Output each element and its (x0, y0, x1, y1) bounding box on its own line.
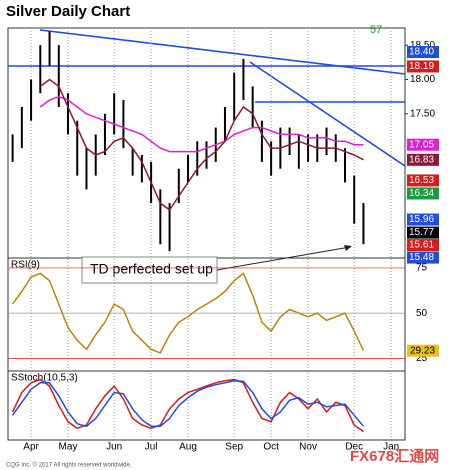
arrow-head (344, 245, 352, 251)
stoch-line (11, 378, 364, 433)
price-level-box (407, 251, 439, 264)
value-label: 29.23 (410, 345, 435, 356)
price-level-label: 16.53 (409, 175, 434, 186)
price-level-label: 15.48 (409, 252, 434, 263)
y-tick-label: 50 (416, 308, 428, 319)
annotation-arrow (216, 246, 351, 271)
price-level-label: 18.19 (409, 61, 434, 72)
watermark: FX678汇通网 (350, 448, 439, 465)
x-tick-label: Apr (23, 442, 39, 453)
x-tick-label: Sep (225, 442, 243, 453)
price-level-box (407, 60, 439, 73)
chart-title: Silver Daily Chart (6, 3, 130, 20)
panel-title: RSI(9) (11, 260, 40, 271)
x-tick-label: Jul (145, 442, 158, 453)
x-tick-label: Jun (106, 442, 122, 453)
plot-frame (7, 27, 406, 441)
trendlines (8, 29, 406, 167)
moving-average (39, 78, 364, 211)
rsi-line (11, 272, 365, 354)
price-level-box (407, 239, 439, 252)
value-box (407, 344, 439, 357)
price-level-label: 15.61 (409, 240, 434, 251)
price-level-box (407, 174, 439, 187)
footer: CQG Inc. © 2017 All rights reserved worl… (6, 462, 132, 469)
price-level-label: 15.77 (409, 227, 434, 238)
y-tick-label: 17.50 (410, 108, 435, 119)
price-level-box (407, 187, 439, 200)
annotation-box (81, 256, 218, 284)
price-level-box (407, 138, 439, 151)
price-level-label: 15.96 (409, 214, 434, 225)
price-level-box (407, 226, 439, 239)
x-tick-label: Dec (345, 442, 363, 453)
moving-average (39, 95, 364, 153)
y-tick-label: 18.00 (410, 74, 435, 85)
y-tick-label: 75 (416, 263, 428, 274)
y-tick-label: 18.50 (410, 40, 435, 51)
x-tick-label: May (59, 442, 78, 453)
price-level-box (407, 153, 439, 166)
x-tick-label: Nov (299, 442, 317, 453)
price-level-box (407, 213, 439, 226)
panel-title: SStoch(10,5,3) (11, 373, 78, 384)
stoch-line (11, 380, 365, 428)
price-level-label: 18.40 (409, 47, 434, 58)
price-level-box (407, 46, 439, 59)
price-level-label: 16.83 (409, 154, 434, 165)
x-tick-label: Oct (263, 442, 279, 453)
x-tick-label: Jan (383, 442, 399, 453)
x-tick-label: Aug (179, 442, 197, 453)
y-tick-label: 25 (416, 353, 428, 364)
trendline (249, 61, 406, 167)
price-level-label: 17.05 (409, 139, 434, 150)
price-level-label: 16.34 (409, 188, 434, 199)
count-label: 57 (370, 24, 382, 36)
